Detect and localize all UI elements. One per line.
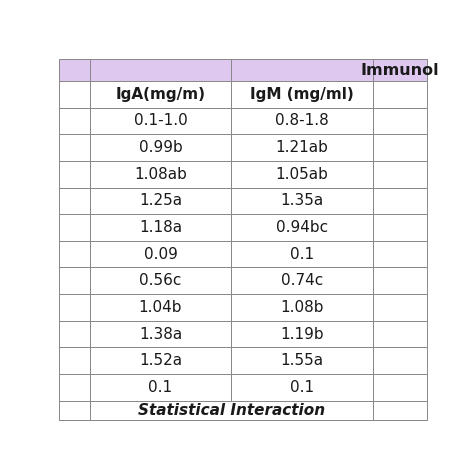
Bar: [231, 374, 373, 401]
Bar: [59, 321, 90, 347]
Text: 1.04b: 1.04b: [139, 300, 182, 315]
Bar: [373, 401, 427, 420]
Text: 0.56c: 0.56c: [139, 273, 182, 288]
Text: 1.18a: 1.18a: [139, 220, 182, 235]
Text: 0.1: 0.1: [290, 380, 314, 395]
Bar: [59, 134, 90, 161]
Bar: [373, 214, 427, 241]
Bar: [231, 134, 373, 161]
Text: 0.1-1.0: 0.1-1.0: [134, 113, 187, 128]
Bar: [231, 347, 373, 374]
Bar: [373, 267, 427, 294]
Bar: [90, 241, 231, 267]
Text: 0.74c: 0.74c: [281, 273, 323, 288]
Bar: [59, 401, 90, 420]
Bar: [373, 294, 427, 321]
Bar: [373, 188, 427, 214]
Text: 0.99b: 0.99b: [138, 140, 182, 155]
Bar: [90, 401, 373, 420]
Text: 1.21ab: 1.21ab: [275, 140, 328, 155]
Bar: [231, 161, 373, 188]
Bar: [90, 59, 231, 82]
Bar: [373, 134, 427, 161]
Bar: [231, 267, 373, 294]
Bar: [59, 188, 90, 214]
Text: 1.05ab: 1.05ab: [275, 167, 328, 182]
Bar: [90, 214, 231, 241]
Bar: [59, 161, 90, 188]
Bar: [90, 161, 231, 188]
Text: 1.52a: 1.52a: [139, 353, 182, 368]
Bar: [90, 347, 231, 374]
Bar: [231, 214, 373, 241]
Bar: [373, 374, 427, 401]
Text: 0.94bc: 0.94bc: [276, 220, 328, 235]
Bar: [59, 108, 90, 134]
Bar: [373, 241, 427, 267]
Bar: [90, 294, 231, 321]
Text: IgM (mg/ml): IgM (mg/ml): [250, 87, 354, 102]
Bar: [59, 374, 90, 401]
Bar: [373, 108, 427, 134]
Text: 1.08b: 1.08b: [280, 300, 324, 315]
Bar: [59, 347, 90, 374]
Text: 0.09: 0.09: [144, 246, 177, 262]
Text: IgA(mg/m): IgA(mg/m): [116, 87, 205, 102]
Bar: [59, 267, 90, 294]
Bar: [231, 188, 373, 214]
Bar: [373, 82, 427, 108]
Text: 1.08ab: 1.08ab: [134, 167, 187, 182]
Text: 1.35a: 1.35a: [280, 193, 324, 209]
Text: 0.1: 0.1: [148, 380, 173, 395]
Bar: [90, 134, 231, 161]
Bar: [231, 241, 373, 267]
Bar: [90, 267, 231, 294]
Bar: [231, 294, 373, 321]
Bar: [90, 188, 231, 214]
Text: Statistical Interaction: Statistical Interaction: [137, 403, 325, 418]
Bar: [373, 59, 427, 82]
Bar: [373, 161, 427, 188]
Bar: [59, 241, 90, 267]
Text: 0.8-1.8: 0.8-1.8: [275, 113, 329, 128]
Bar: [90, 108, 231, 134]
Text: 1.25a: 1.25a: [139, 193, 182, 209]
Text: 1.19b: 1.19b: [280, 327, 324, 342]
Bar: [59, 214, 90, 241]
Bar: [231, 321, 373, 347]
Bar: [373, 347, 427, 374]
Text: 0.1: 0.1: [290, 246, 314, 262]
Bar: [373, 321, 427, 347]
Bar: [231, 82, 373, 108]
Bar: [90, 82, 231, 108]
Bar: [231, 59, 373, 82]
Bar: [59, 294, 90, 321]
Text: 1.55a: 1.55a: [280, 353, 323, 368]
Bar: [59, 59, 90, 82]
Text: Immunol: Immunol: [360, 63, 439, 78]
Bar: [59, 82, 90, 108]
Bar: [90, 374, 231, 401]
Text: 1.38a: 1.38a: [139, 327, 182, 342]
Bar: [90, 321, 231, 347]
Bar: [231, 108, 373, 134]
